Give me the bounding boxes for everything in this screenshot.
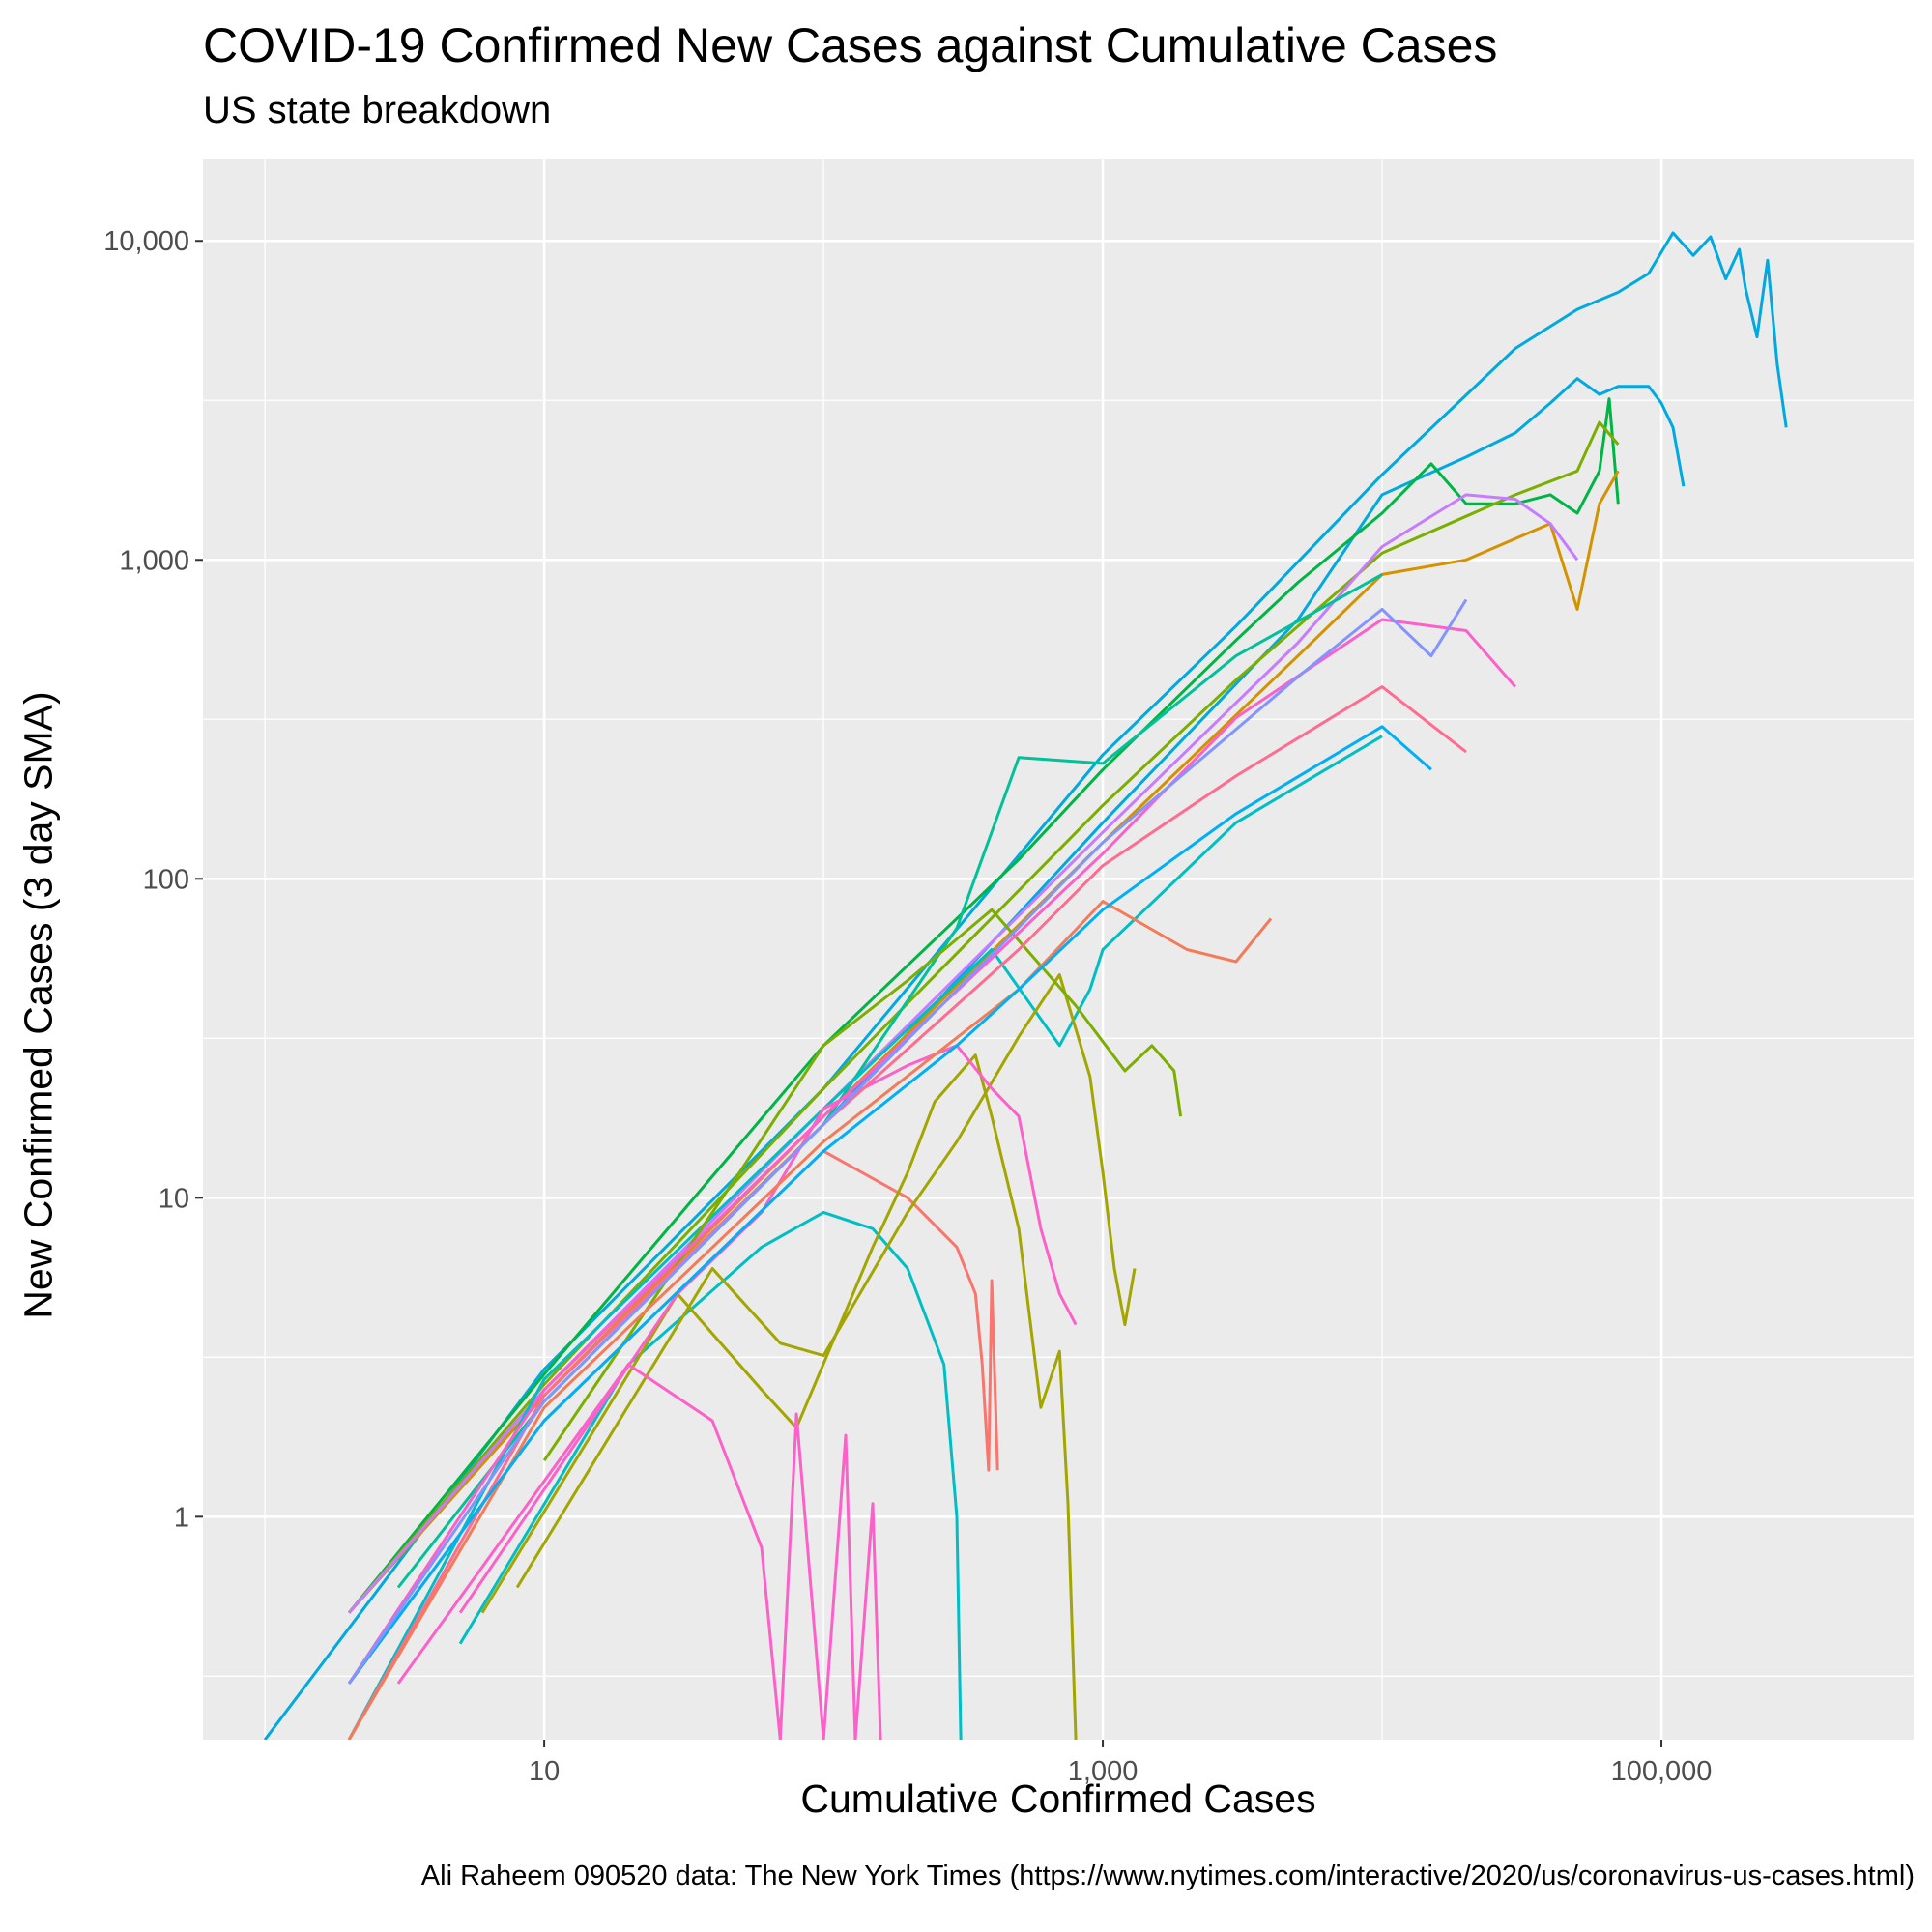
series-line-6 [347, 493, 1579, 1614]
grid-major [203, 159, 1914, 1740]
series-line-19 [347, 725, 1432, 1685]
x-tick-label: 100,000 [1611, 1756, 1713, 1787]
series-line-13 [542, 908, 1183, 1462]
y-tick-label: 100 [143, 864, 189, 895]
series-line-18 [347, 900, 1273, 1740]
y-tick-label: 10,000 [103, 226, 189, 257]
axis-layer: 10 1,000 100,000 1 10 100 1,000 10,000 [103, 226, 1712, 1787]
x-tick-label: 1,000 [1068, 1756, 1139, 1787]
series-line-10 [458, 1210, 963, 1740]
series-line-12 [515, 973, 1137, 1589]
y-tick-label: 1 [174, 1502, 189, 1533]
chart-subtitle: US state breakdown [203, 89, 552, 131]
x-axis-title: Cumulative Confirmed Cases [800, 1776, 1316, 1821]
series-line-1 [263, 231, 1788, 1740]
series-line-11 [480, 1053, 1078, 1740]
series-layer [263, 231, 1788, 1740]
series-line-17 [347, 685, 1467, 1740]
y-tick-label: 10 [159, 1183, 189, 1214]
series-line-15 [396, 1363, 882, 1740]
series-line-8 [347, 735, 1383, 1740]
x-tick-label: 10 [529, 1756, 560, 1787]
chart-caption: Ali Raheem 090520 data: The New York Tim… [420, 1860, 1915, 1891]
series-line-20 [347, 598, 1468, 1685]
y-tick-label: 1,000 [119, 545, 189, 576]
y-axis-title: New Confirmed Cases (3 day SMA) [15, 691, 61, 1319]
series-line-3 [347, 397, 1620, 1614]
chart-title: COVID-19 Confirmed New Cases against Cum… [203, 18, 1498, 72]
